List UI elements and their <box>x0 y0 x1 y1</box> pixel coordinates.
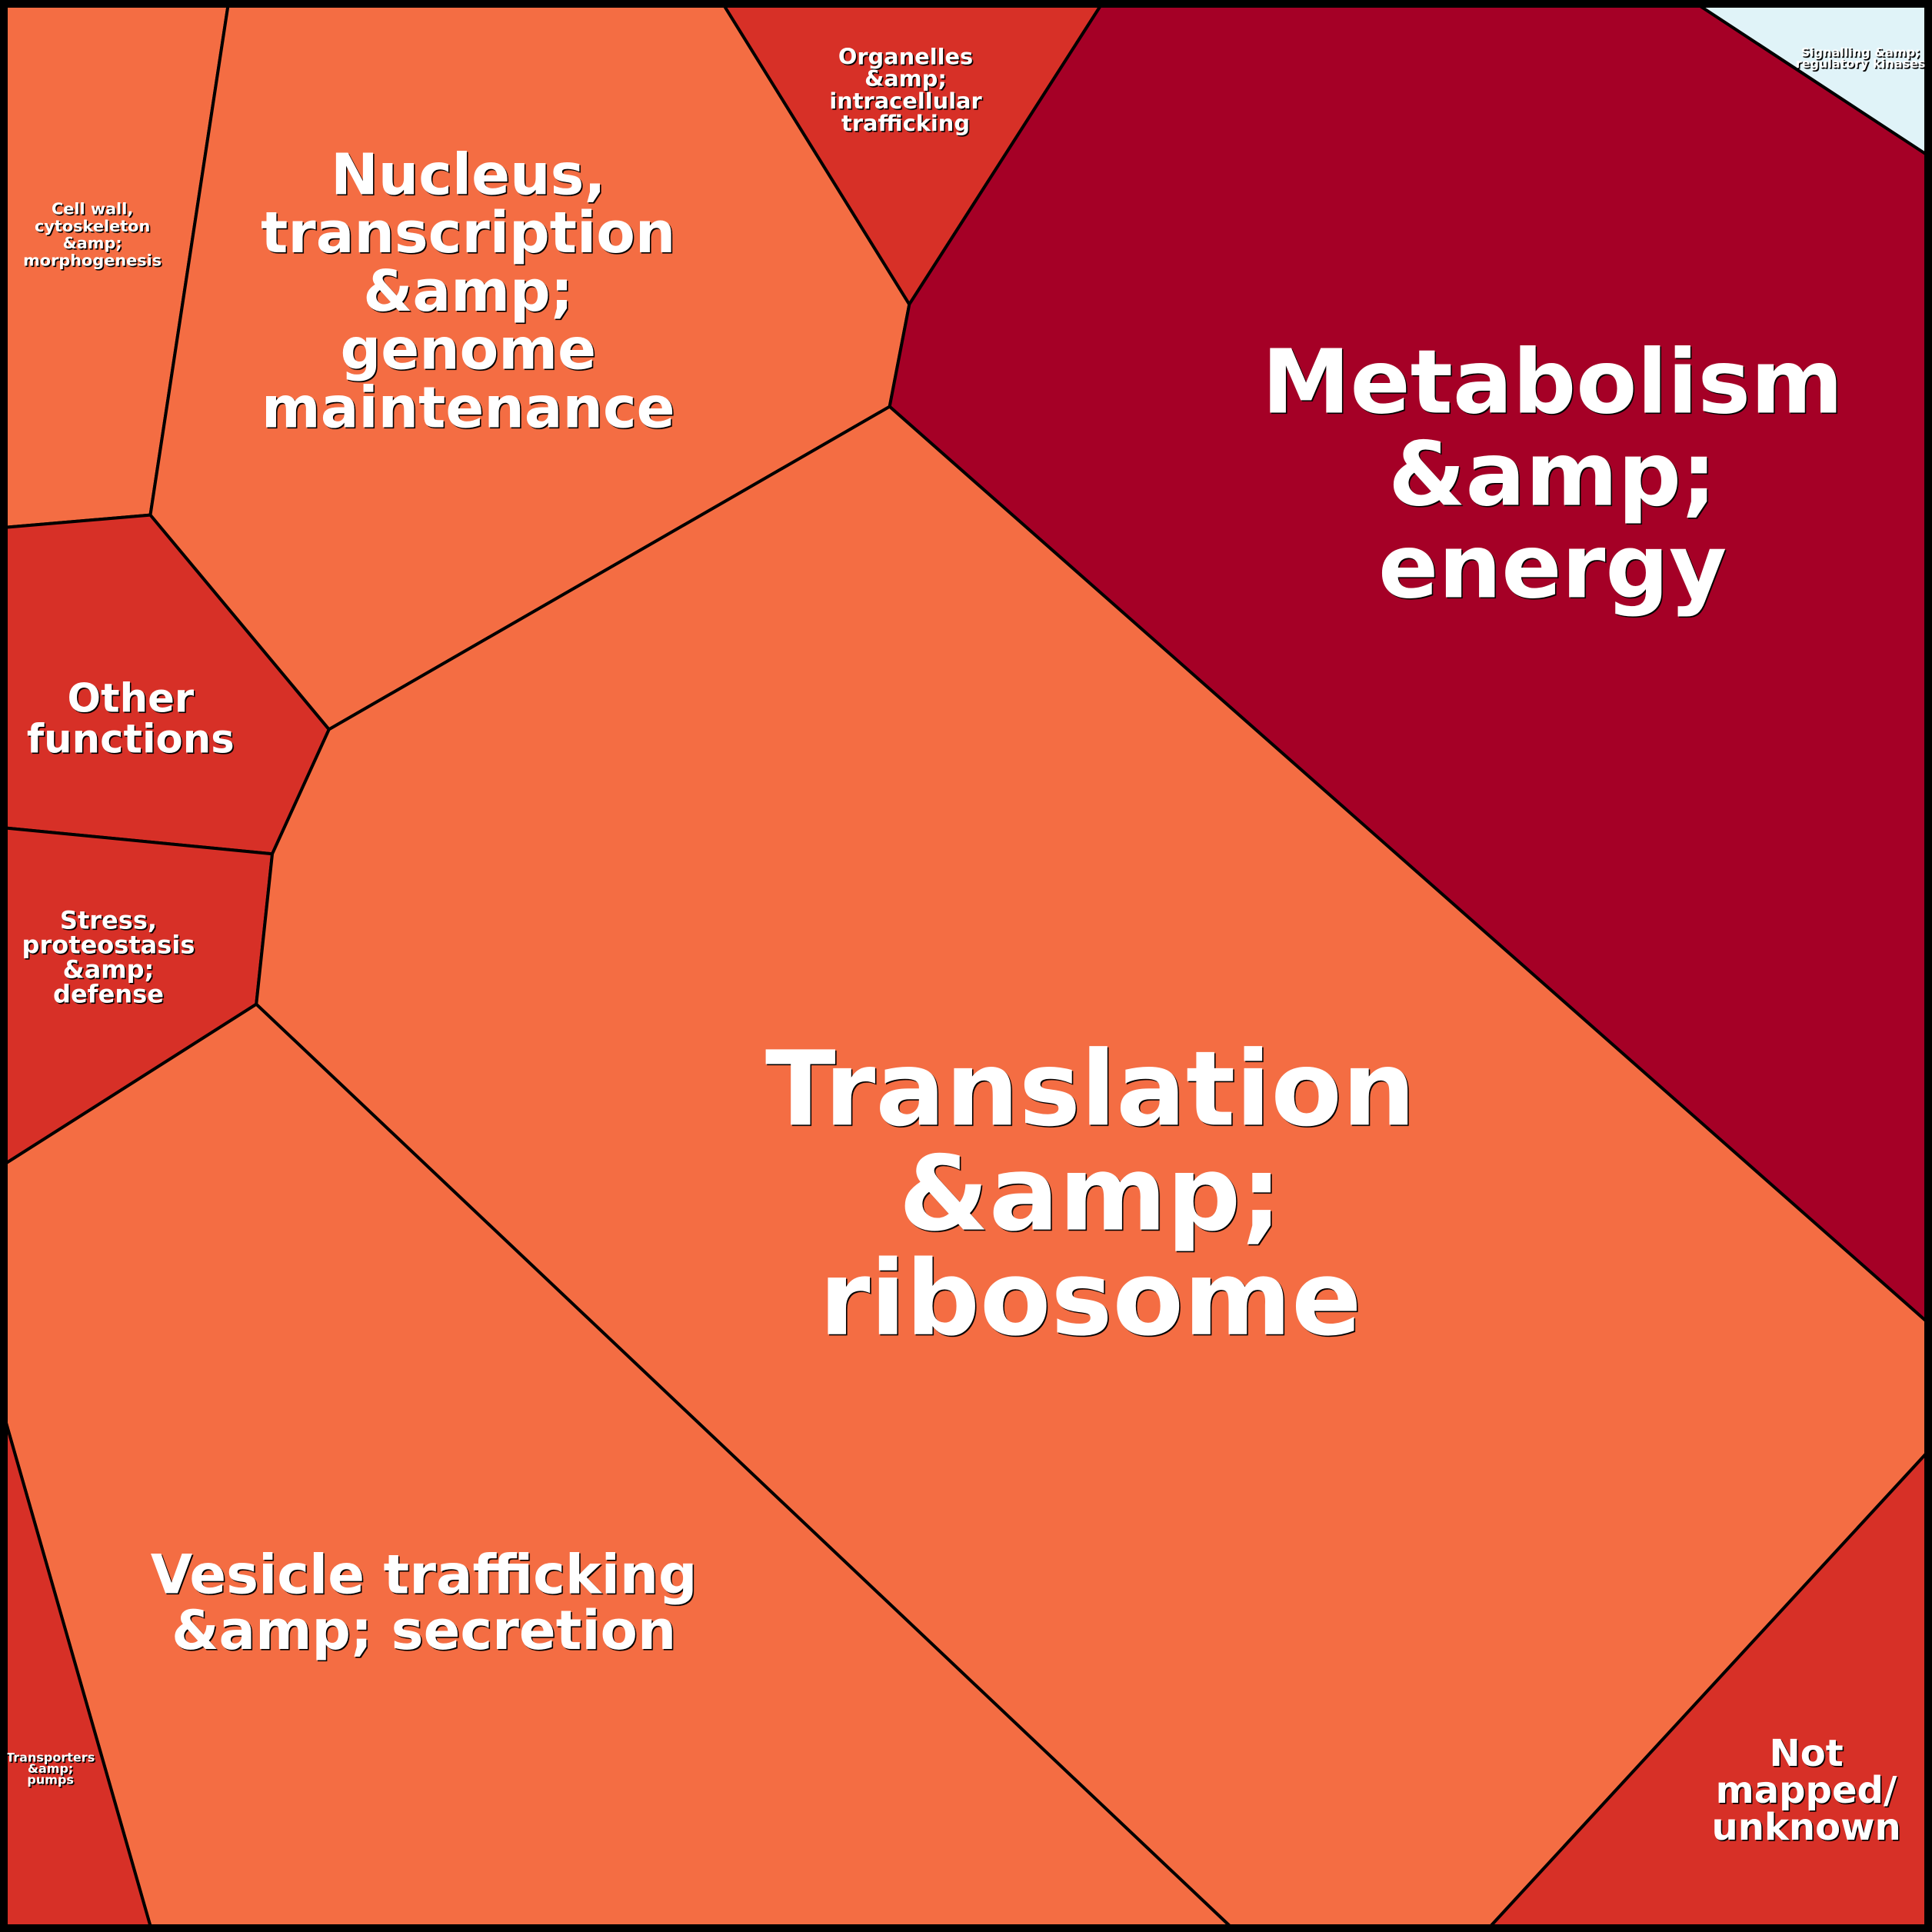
cell-label: intracellular <box>829 88 982 114</box>
cell-label: mapped/ <box>1716 1769 1897 1812</box>
cell-label: Vesicle trafficking <box>151 1544 698 1607</box>
cell-label: proteostasis <box>22 930 195 959</box>
cell-label: unknown <box>1712 1806 1901 1849</box>
cell-label: &amp; <box>363 259 573 325</box>
cell-label: &amp; <box>63 234 122 252</box>
cell-label: morphogenesis <box>23 251 162 270</box>
cell-label: trafficking <box>841 110 970 136</box>
cell-label: genome <box>340 318 596 383</box>
cell-label: &amp; <box>899 1134 1283 1254</box>
cell-label: cytoskeleton <box>35 217 150 235</box>
cell-label: Organelles <box>838 43 973 69</box>
cell-label: maintenance <box>261 375 675 441</box>
cell-label: Signalling &amp; <box>1801 45 1920 59</box>
cell-label: defense <box>53 979 164 1008</box>
cell-label: Metabolism <box>1262 331 1844 434</box>
cell-label: Not <box>1769 1732 1843 1775</box>
cell-label: Translation <box>765 1028 1416 1149</box>
cell-label: pumps <box>27 1772 74 1787</box>
cell-label: &amp; <box>864 65 947 92</box>
cell-label: Stress, <box>60 905 157 934</box>
cell-label: &amp; <box>28 1761 73 1776</box>
cell-label: &amp; secretion <box>172 1599 676 1662</box>
cell-label: &amp; <box>1388 424 1717 527</box>
cell-label: energy <box>1378 516 1727 619</box>
cell-label: Nucleus, <box>331 142 605 208</box>
cell-label: Transporters <box>6 1750 95 1765</box>
cell-label: Cell wall, <box>52 199 133 218</box>
cell-label: regulatory kinases <box>1796 56 1926 71</box>
cell-label: ribosome <box>819 1238 1361 1359</box>
cell-label: transcription <box>261 201 675 266</box>
cell-label: &amp; <box>63 954 155 984</box>
cell-label: Other <box>68 676 195 722</box>
cell-label: functions <box>27 716 235 762</box>
